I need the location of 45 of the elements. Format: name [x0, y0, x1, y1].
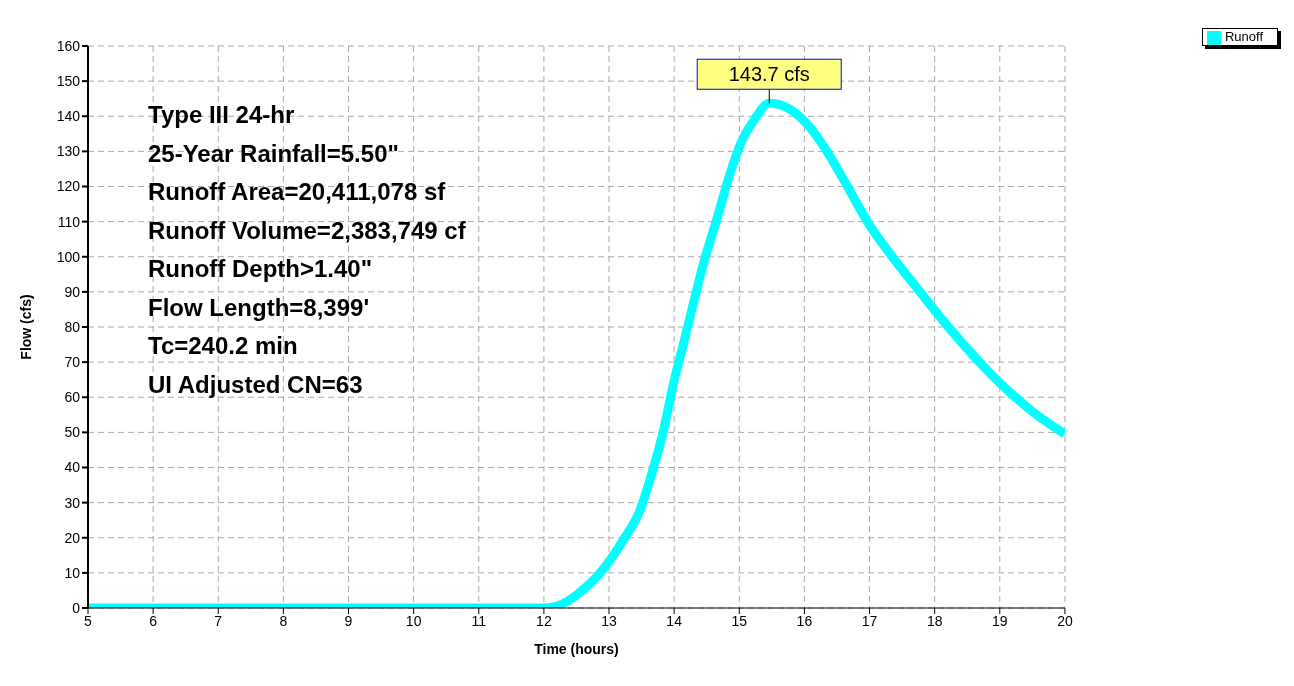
y-tick-label: 20	[64, 529, 81, 546]
annotation: Runoff Area=20,411,078 sf	[148, 177, 447, 207]
y-tick-label: 60	[64, 389, 81, 406]
annotation: UI Adjusted CN=63	[148, 369, 364, 400]
x-tick-label: 9	[344, 612, 353, 629]
y-tick-label: 120	[56, 178, 81, 195]
x-tick-label: 17	[861, 612, 878, 629]
x-tick-label: 15	[731, 612, 748, 629]
x-tick-label: 14	[666, 612, 683, 629]
x-tick-label: 8	[279, 612, 288, 629]
y-tick-label: 30	[64, 494, 81, 511]
y-axis-title: Flow (cfs)	[17, 294, 34, 360]
annotation: Runoff Depth>1.40"	[148, 254, 374, 284]
y-tick-label: 90	[64, 283, 81, 300]
y-tick-label: 40	[64, 459, 81, 476]
x-axis-title: Time (hours)	[534, 641, 619, 657]
annotation: Flow Length=8,399'	[148, 292, 371, 323]
annotation: 143.7 cfs	[728, 63, 810, 86]
annotation: Type III 24-hr	[148, 100, 296, 130]
x-tick-label: 5	[84, 612, 93, 629]
y-tick-label: 160	[56, 37, 81, 54]
y-tick-label: 70	[64, 354, 81, 371]
y-tick-label: 100	[56, 248, 81, 265]
y-tick-label: 140	[56, 108, 81, 125]
x-tick-label: 18	[926, 612, 943, 629]
x-tick-label: 7	[214, 612, 223, 629]
x-tick-label: 20	[1057, 612, 1073, 629]
y-tick-label: 150	[56, 73, 81, 90]
y-tick-label: 110	[57, 213, 81, 230]
x-tick-label: 13	[601, 612, 618, 629]
x-tick-label: 10	[405, 612, 422, 629]
x-tick-label: 12	[536, 612, 552, 629]
x-tick-label: 19	[992, 612, 1008, 629]
y-tick-label: 130	[56, 143, 81, 160]
x-tick-label: 6	[149, 612, 158, 629]
y-tick-label: 50	[64, 424, 81, 441]
annotation: Tc=240.2 min	[148, 331, 299, 361]
y-tick-label: 0	[72, 599, 81, 616]
annotation: 25-Year Rainfall=5.50"	[148, 138, 400, 169]
legend-label: Runoff	[1224, 29, 1263, 44]
annotation: Runoff Volume=2,383,749 cf	[148, 215, 466, 246]
x-tick-label: 16	[796, 612, 813, 629]
y-tick-label: 80	[64, 318, 81, 335]
x-tick-label: 11	[471, 612, 487, 629]
y-tick-label: 10	[64, 564, 81, 581]
